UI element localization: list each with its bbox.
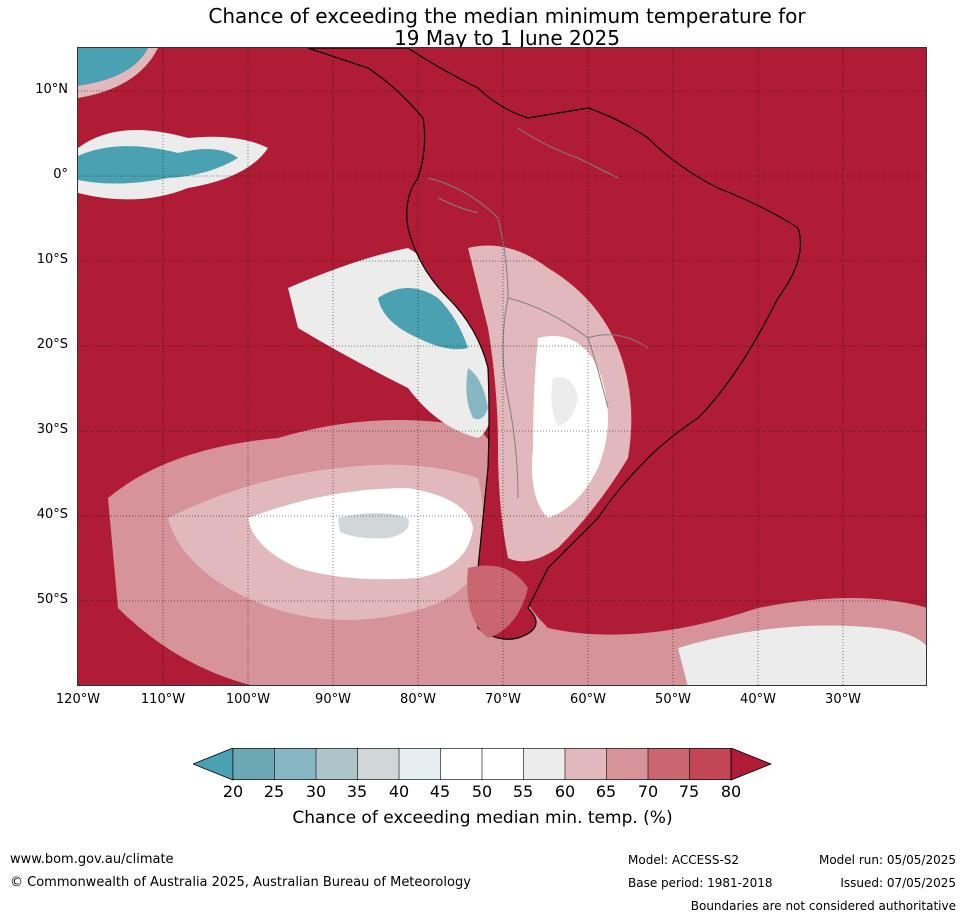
graticule bbox=[78, 48, 926, 685]
lon-label-110w: 110°W bbox=[140, 692, 186, 707]
colorbar-tick-75: 75 bbox=[678, 782, 700, 801]
model-run-date: Model run: 05/05/2025 bbox=[818, 853, 956, 867]
inland-cool-core bbox=[551, 377, 578, 426]
chart-title-line-2: 19 May to 1 June 2025 bbox=[394, 26, 620, 50]
lon-label-100w: 100°W bbox=[225, 692, 271, 707]
colorbar-tick-70: 70 bbox=[637, 782, 659, 801]
cool-region-off-peru-core bbox=[378, 288, 468, 350]
base-period: Base period: 1981-2018 bbox=[628, 876, 773, 890]
probability-map bbox=[77, 47, 927, 686]
colorbar-bin-75-80 bbox=[689, 748, 731, 780]
colorbar-bin-55-60 bbox=[523, 748, 565, 780]
inland-neutral-core bbox=[532, 336, 608, 518]
website-link[interactable]: www.bom.gov.au/climate bbox=[10, 852, 174, 867]
cool-patch-south-pacific bbox=[338, 513, 409, 539]
colorbar-bin-65-70 bbox=[606, 748, 648, 780]
colorbar-tick-55: 55 bbox=[512, 782, 534, 801]
colorbar-tick-60: 60 bbox=[554, 782, 576, 801]
lon-label-30w: 30°W bbox=[825, 692, 861, 707]
colorbar-tick-25: 25 bbox=[263, 782, 285, 801]
cool-region-northwest-core bbox=[78, 48, 148, 86]
colorbar-tick-45: 45 bbox=[429, 782, 451, 801]
cool-region-off-chile bbox=[466, 368, 488, 420]
colorbar-bin-70-75 bbox=[648, 748, 690, 780]
model-name: Model: ACCESS-S2 bbox=[628, 853, 740, 867]
lat-label-40s: 40°S bbox=[36, 507, 68, 522]
colorbar-bin-60-65 bbox=[565, 748, 607, 780]
issued-date: Issued: 07/05/2025 bbox=[840, 876, 956, 890]
colorbar-label: Chance of exceeding median min. temp. (%… bbox=[292, 808, 673, 828]
colorbar-tick-65: 65 bbox=[595, 782, 617, 801]
lon-label-80w: 80°W bbox=[400, 692, 436, 707]
lon-label-60w: 60°W bbox=[570, 692, 606, 707]
lon-label-50w: 50°W bbox=[655, 692, 691, 707]
lon-label-90w: 90°W bbox=[315, 692, 351, 707]
colorbar-tick-35: 35 bbox=[346, 782, 368, 801]
cool-region-equatorial-core bbox=[78, 146, 238, 184]
lat-label-10s: 10°S bbox=[36, 252, 68, 267]
lat-label-50s: 50°S bbox=[36, 592, 68, 607]
colorbar-bin-30-35 bbox=[316, 748, 358, 780]
colorbar-bin-45-50 bbox=[440, 748, 482, 780]
lat-label-0: 0° bbox=[53, 167, 68, 182]
colorbar bbox=[193, 748, 773, 781]
colorbar-tick-40: 40 bbox=[388, 782, 410, 801]
colorbar-bin-25-30 bbox=[274, 748, 316, 780]
lon-label-40w: 40°W bbox=[740, 692, 776, 707]
colorbar-high-arrow bbox=[730, 748, 773, 781]
colorbar-tick-50: 50 bbox=[471, 782, 493, 801]
chart-title-line-1: Chance of exceeding the median minimum t… bbox=[208, 4, 806, 28]
lon-label-70w: 70°W bbox=[485, 692, 521, 707]
boundaries-disclaimer: Boundaries are not considered authoritat… bbox=[690, 899, 956, 913]
colorbar-dividers bbox=[232, 748, 732, 780]
colorbar-tick-30: 30 bbox=[305, 782, 327, 801]
lat-label-30s: 30°S bbox=[36, 422, 68, 437]
colorbar-bin-35-40 bbox=[357, 748, 399, 780]
colorbar-tick-20: 20 bbox=[222, 782, 244, 801]
neutral-band-south-atlantic bbox=[678, 625, 926, 685]
lat-label-10n: 10°N bbox=[35, 82, 68, 97]
colorbar-bin-40-45 bbox=[399, 748, 441, 780]
lat-label-20s: 20°S bbox=[36, 337, 68, 352]
colorbar-bin-20-25 bbox=[233, 748, 275, 780]
colorbar-bin-50-55 bbox=[482, 748, 524, 780]
country-borders bbox=[427, 127, 649, 499]
copyright-text: © Commonwealth of Australia 2025, Austra… bbox=[10, 875, 471, 890]
colorbar-tick-80: 80 bbox=[720, 782, 742, 801]
colorbar-low-arrow bbox=[193, 748, 234, 781]
patagonia-warm bbox=[467, 565, 528, 638]
map-canvas bbox=[78, 48, 926, 685]
lon-label-120w: 120°W bbox=[55, 692, 101, 707]
